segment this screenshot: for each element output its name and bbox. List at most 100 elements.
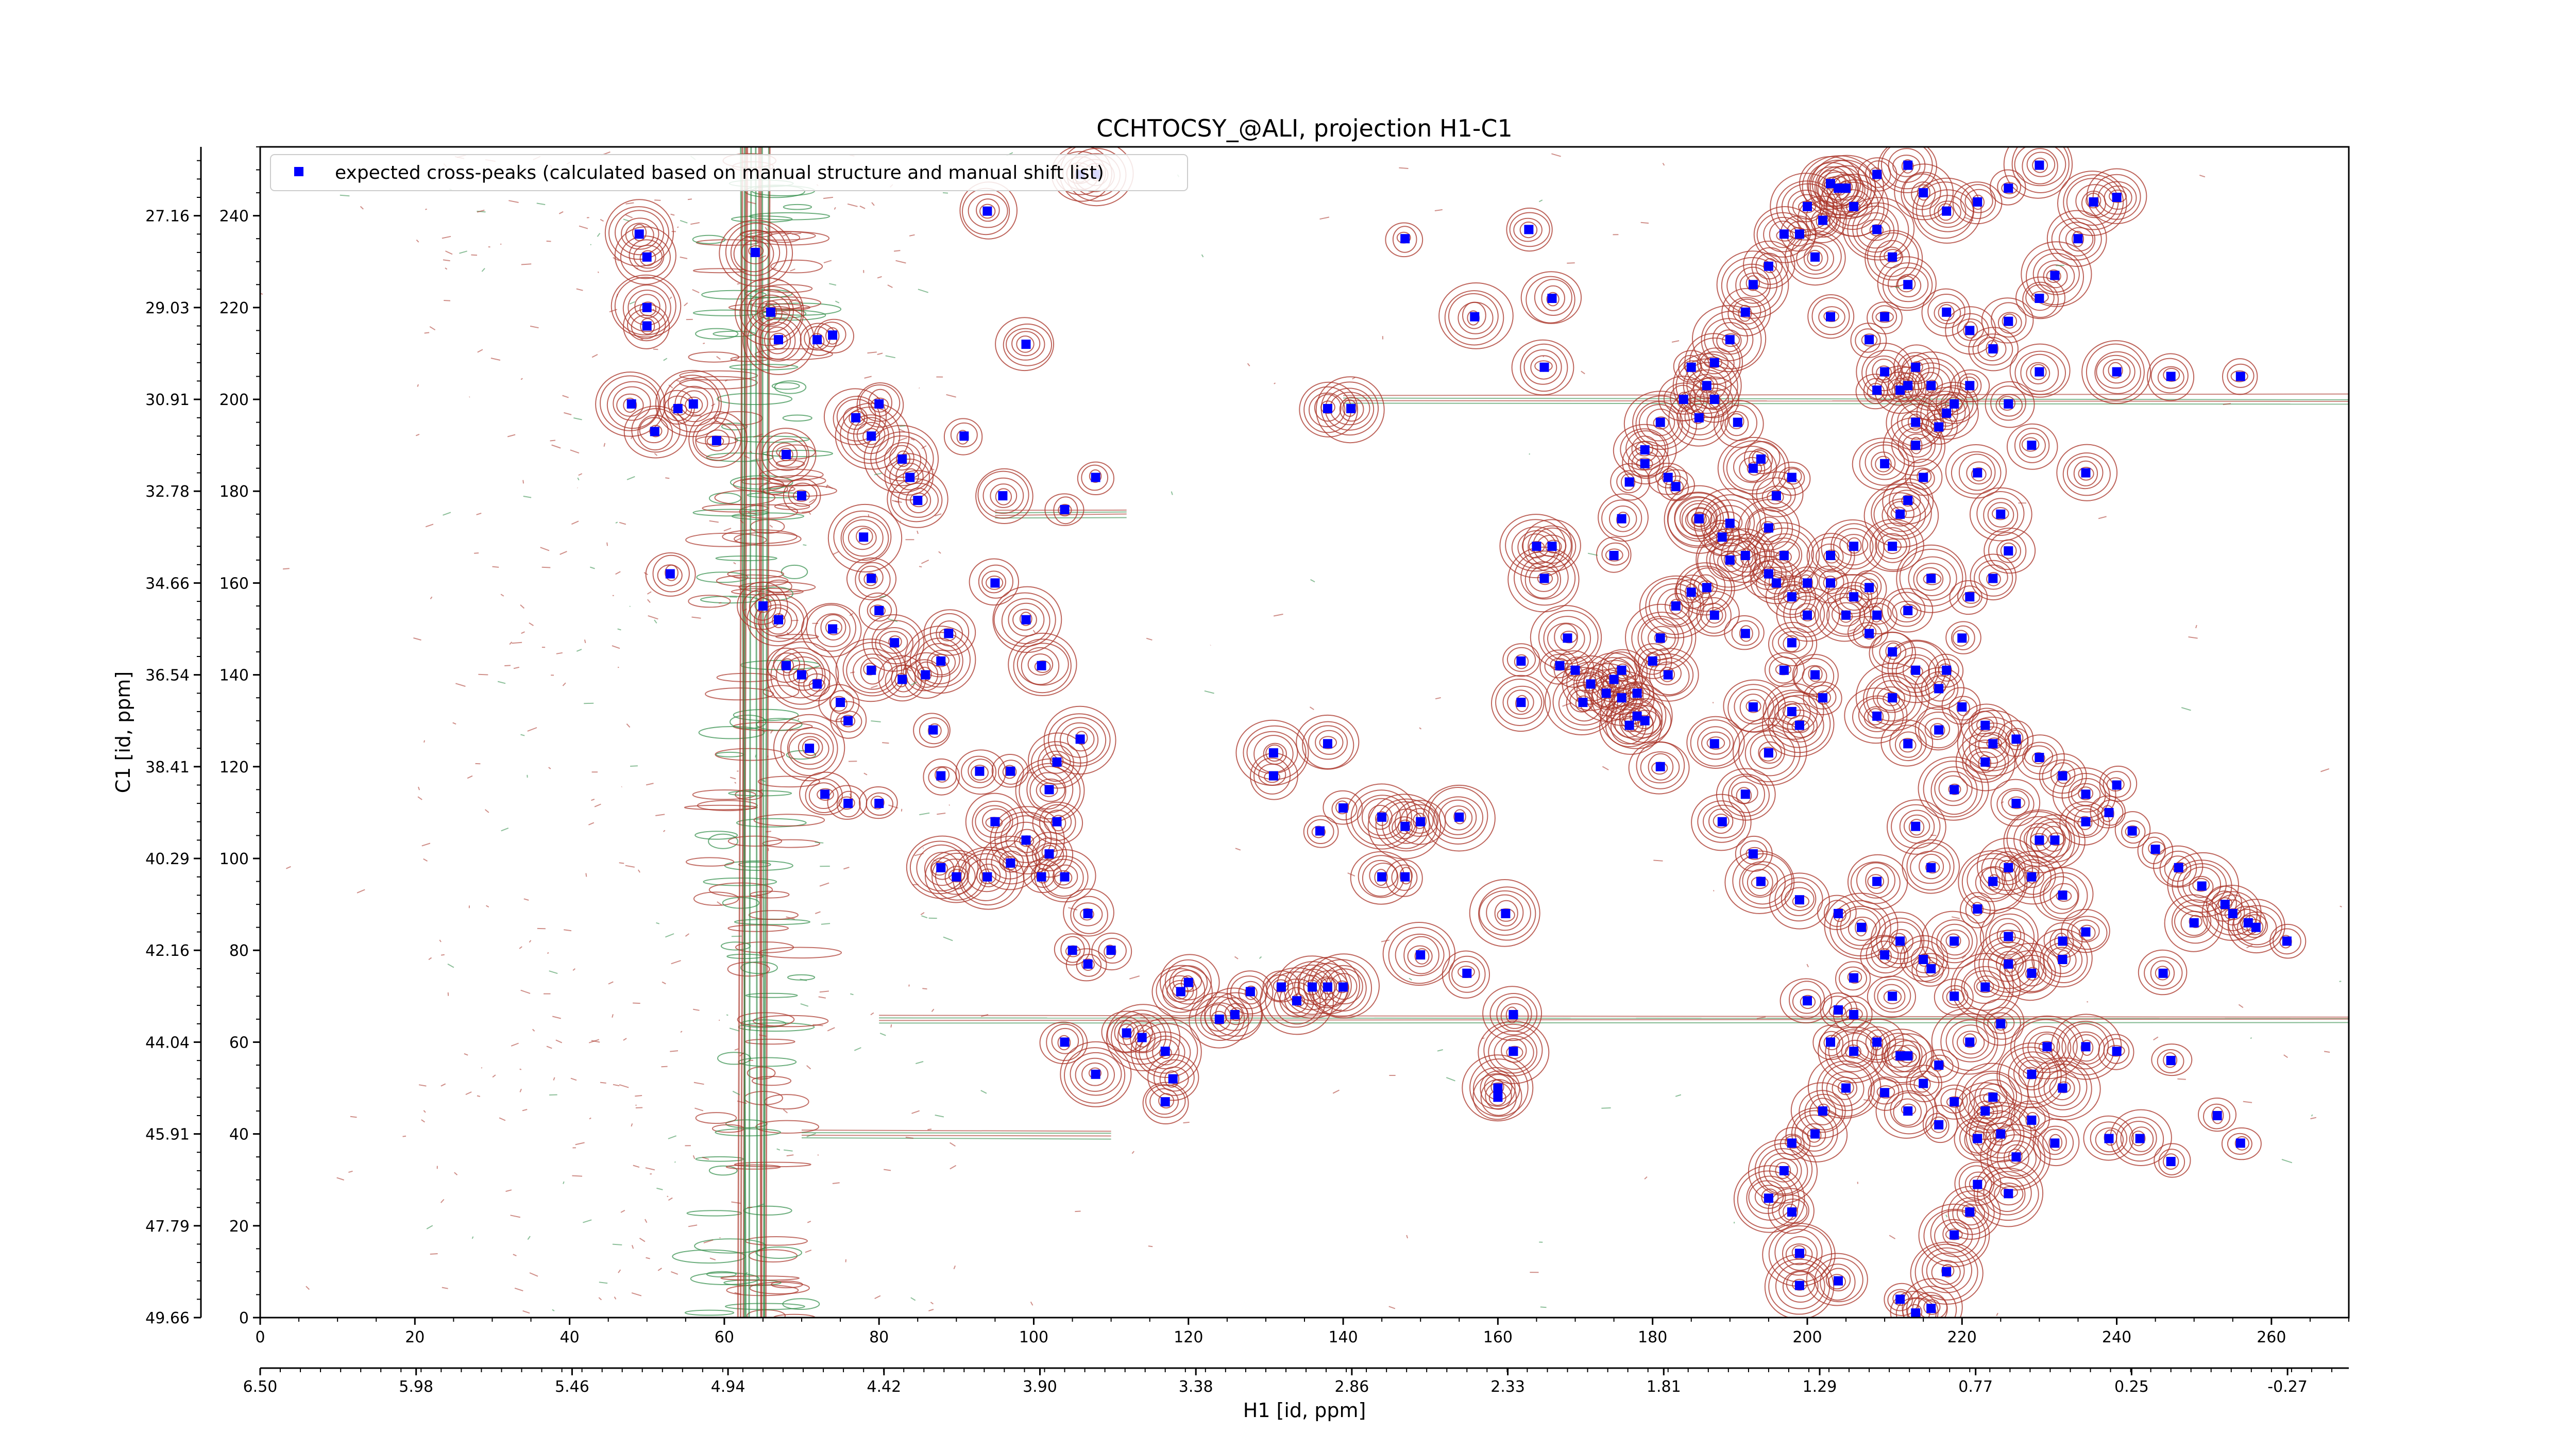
cross-peak-point <box>2081 789 2091 799</box>
contour-ring <box>1931 919 1978 964</box>
contour-ring <box>1908 556 1957 601</box>
contour-fragment <box>692 289 700 293</box>
cross-peak-point <box>2035 160 2044 170</box>
cross-peak-point <box>1934 1060 1944 1070</box>
contour-ring <box>1900 604 1918 618</box>
contour-ring <box>1680 400 1720 435</box>
contour-ring <box>1311 825 1326 838</box>
y-tick-label: 180 <box>219 483 249 501</box>
contour-fragment <box>662 981 666 985</box>
contour-fragment <box>2246 944 2253 949</box>
contour-ring <box>1990 779 2041 827</box>
x-tick-label: 260 <box>2257 1328 2286 1346</box>
contour-ring <box>1913 563 1951 596</box>
contour-ring <box>2081 340 2151 404</box>
contour-ring <box>1444 290 1504 346</box>
contour-ring <box>1884 1045 1914 1068</box>
contour-fragment <box>903 667 912 672</box>
contour-ring <box>1164 959 1212 1005</box>
contour-ring <box>1893 1098 1922 1126</box>
contour-ring <box>1118 1023 1135 1040</box>
contour-fragment <box>564 412 572 415</box>
contour-fragment <box>629 301 635 305</box>
contour-fragment <box>633 1165 640 1168</box>
contour-ring <box>1971 194 1985 210</box>
contour-ring <box>971 765 989 781</box>
contour-fragment <box>691 616 701 619</box>
contour-ring <box>696 571 749 583</box>
contour-ring <box>2039 753 2087 799</box>
contour-ring <box>771 382 800 390</box>
contour-fragment <box>928 1309 934 1311</box>
contour-ring <box>1042 750 1071 774</box>
contour-ring <box>889 445 914 471</box>
contour-ring <box>1756 516 1783 543</box>
contour-fragment <box>630 435 633 440</box>
y-tick-label: 0 <box>239 1309 249 1327</box>
contour-fragment <box>564 929 572 932</box>
contour-ring <box>1750 734 1786 769</box>
contour-ring <box>788 482 818 507</box>
contour-ring <box>1130 1018 1202 1086</box>
contour-ring <box>1768 1188 1815 1234</box>
contour-ring <box>1649 583 1702 628</box>
cross-peak-point <box>2058 1083 2067 1093</box>
contour-ring <box>1976 1105 1994 1119</box>
contour-ring <box>1905 459 1943 496</box>
contour-ring <box>1917 184 1930 201</box>
contour-fragment <box>1890 285 1899 288</box>
contour-ring <box>1952 1197 1989 1229</box>
contour-ring <box>863 572 878 586</box>
contour-ring <box>2241 914 2268 938</box>
contour-fragment <box>306 1286 310 1290</box>
cross-peak-point <box>1794 229 1804 239</box>
contour-ring <box>1955 733 2015 791</box>
contour-ring <box>1775 1162 1791 1179</box>
x-ppm-tick-label: 6.50 <box>243 1378 278 1396</box>
contour-ring <box>1716 768 1776 821</box>
contour-ring <box>897 482 939 518</box>
cross-peak-point <box>1942 1267 1952 1276</box>
cross-peak-point <box>1083 908 1093 918</box>
contour-ring <box>1856 1026 1896 1060</box>
contour-ring <box>2163 367 2180 382</box>
contour-fragment <box>520 604 525 609</box>
contour-fragment <box>680 256 688 259</box>
contour-ring <box>2008 1051 2058 1098</box>
contour-fragment <box>648 615 658 620</box>
cross-peak-point <box>750 247 760 257</box>
cross-peak-point <box>1988 574 1998 583</box>
contour-ring <box>808 782 839 809</box>
cross-peak-point <box>1926 1304 1936 1313</box>
y-tick-label: 40 <box>229 1126 249 1144</box>
contour-ring <box>1990 385 2026 421</box>
contour-ring <box>1089 469 1102 483</box>
contour-fragment <box>540 547 550 551</box>
cross-peak-point <box>975 766 985 776</box>
contour-ring <box>1679 500 1718 536</box>
contour-ring <box>2021 437 2040 452</box>
x-ppm-tick-label: 3.38 <box>1179 1378 1213 1396</box>
contour-ring <box>840 715 856 728</box>
cross-peak-point <box>1810 670 1820 680</box>
contour-ring <box>1005 821 1046 857</box>
contour-fragment <box>717 901 722 906</box>
cross-peak-point <box>1709 358 1719 367</box>
contour-fragment <box>693 1082 704 1085</box>
contour-ring <box>640 318 655 335</box>
contour-fragment <box>919 387 920 389</box>
cross-peak-point <box>1663 670 1673 680</box>
cross-peak-point <box>1709 739 1719 749</box>
cross-peak-point <box>1779 1166 1789 1175</box>
contour-fragment <box>800 1003 809 1007</box>
contour-ring <box>1047 713 1111 767</box>
contour-ring <box>1684 333 1743 392</box>
contour-fragment <box>768 848 769 851</box>
cross-peak-point <box>1091 1069 1100 1079</box>
contour-ring <box>1073 902 1103 926</box>
contour-ring <box>1403 936 1439 974</box>
contour-fragment <box>876 397 880 399</box>
contour-fragment <box>770 730 773 734</box>
contour-fragment <box>402 1135 406 1137</box>
contour-fragment <box>2199 174 2206 178</box>
